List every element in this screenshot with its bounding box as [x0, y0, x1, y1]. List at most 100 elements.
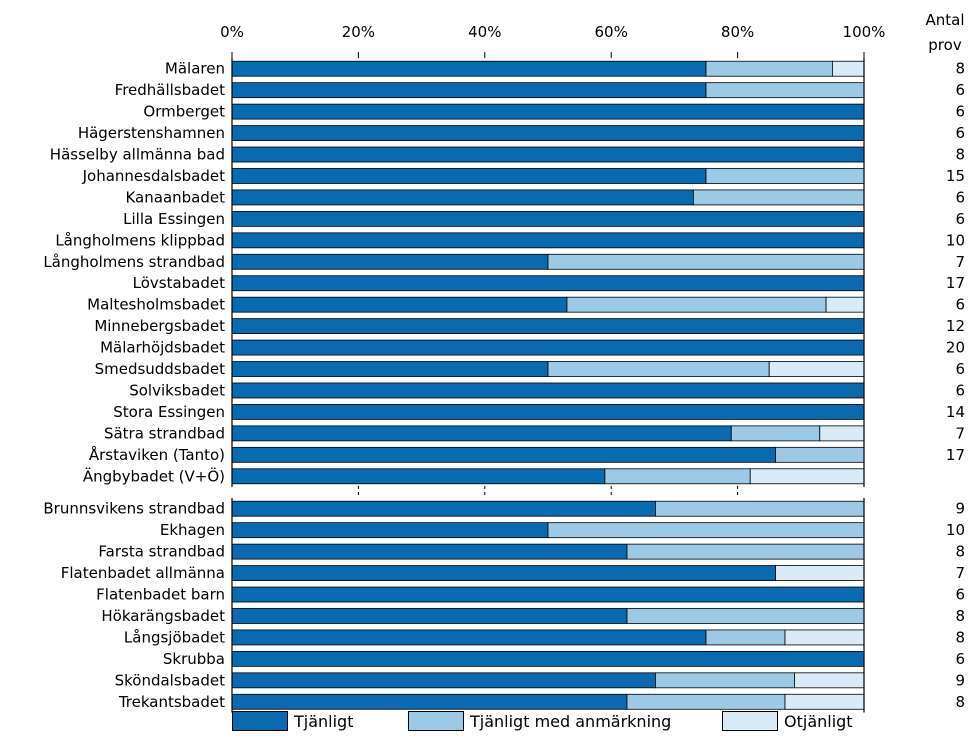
category-label: Lövstabadet [133, 274, 225, 292]
bar-segment-anmarkning [705, 60, 833, 77]
legend-swatch-anmarkning [408, 711, 464, 731]
bar-segment-anmarkning [692, 189, 865, 206]
bar-segment-tjanligt [231, 382, 865, 399]
sample-count: 8 [955, 628, 965, 646]
sample-count: 6 [955, 381, 965, 399]
bar-segment-tjanligt [231, 446, 776, 463]
category-label: Sätra strandbad [104, 424, 225, 442]
legend-item-tjanligt: Tjänligt [232, 701, 353, 741]
sample-count: 12 [946, 317, 965, 335]
category-label: Brunnsvikens strandbad [43, 500, 225, 518]
sample-count: 10 [946, 231, 965, 249]
bar-segment-anmarkning [547, 522, 865, 539]
bar-segment-anmarkning [730, 425, 821, 442]
bar-segment-anmarkning [547, 253, 865, 270]
category-label: Långsjöbadet [124, 628, 225, 646]
bar-segment-tjanligt [231, 543, 628, 560]
category-label: Ängbybadet (V+Ö) [83, 466, 225, 485]
category-label: Stora Essingen [113, 403, 225, 421]
bar-segment-tjanligt [231, 253, 549, 270]
sample-count: 8 [955, 693, 965, 711]
legend-swatch-otjanligt [722, 711, 778, 731]
category-label: Långholmens klippbad [55, 231, 225, 249]
sample-count: 6 [955, 103, 965, 121]
sample-count: 6 [955, 81, 965, 99]
sample-count: 6 [955, 586, 965, 604]
bar-segment-anmarkning [705, 168, 865, 184]
bar-segment-tjanligt [231, 608, 628, 624]
bar-segment-anmarkning [626, 543, 865, 560]
category-label: Maltesholmsbadet [87, 296, 225, 314]
category-label: Fredhällsbadet [115, 81, 225, 99]
category-label: Ormberget [143, 103, 225, 121]
bar-segment-tjanligt [231, 404, 865, 420]
category-label: Hässelby allmänna bad [50, 146, 225, 164]
category-label: Kanaanbadet [125, 188, 225, 206]
sample-count: 15 [946, 167, 965, 185]
legend-label-otjanligt: Otjänligt [784, 711, 853, 731]
sample-count: 6 [955, 296, 965, 314]
bar-segment-tjanligt [231, 565, 776, 581]
bar-segment-tjanligt [231, 103, 865, 120]
bar-segment-tjanligt [231, 318, 865, 335]
sample-count: 20 [946, 339, 965, 357]
category-label: Mälaren [165, 60, 225, 78]
bar-segment-otjanligt [768, 361, 865, 377]
sample-count: 17 [946, 274, 965, 292]
sample-count: 8 [955, 607, 965, 625]
category-label: Ekhagen [160, 521, 225, 539]
bar-segment-anmarkning [705, 82, 865, 99]
bar-segment-otjanligt [749, 468, 865, 485]
bar-segment-tjanligt [231, 500, 656, 517]
bar-segment-anmarkning [547, 361, 770, 377]
sample-count: 6 [955, 124, 965, 142]
category-label: Skrubba [163, 650, 225, 668]
category-label: Minnebergsbadet [94, 317, 225, 335]
sample-count: 9 [955, 500, 965, 518]
bar-segment-tjanligt [231, 82, 707, 99]
category-label: Solviksbadet [129, 381, 225, 399]
sample-count: 8 [955, 60, 965, 78]
bar-segment-tjanligt [231, 361, 549, 377]
x-axis-ticks: 0% 20% 40% 60% 80% 100% [220, 23, 885, 58]
legend-item-otjanligt: Otjänligt [722, 701, 853, 741]
bar-segment-tjanligt [231, 189, 694, 206]
x-tick-label: 80% [721, 23, 754, 41]
bar-segment-tjanligt [231, 146, 865, 163]
category-label: Johannesdalsbadet [82, 167, 226, 185]
sample-count: 14 [946, 403, 965, 421]
sample-count: 6 [955, 188, 965, 206]
bar-segment-tjanligt [231, 168, 707, 184]
sample-count: 6 [955, 360, 965, 378]
x-tick-label: 20% [342, 23, 375, 41]
legend: Tjänligt Tjänligt med anmärkning Otjänli… [0, 701, 974, 741]
legend-label-tjanligt: Tjänligt [294, 711, 354, 731]
x-tick-label: 100% [843, 23, 886, 41]
bar-segment-tjanligt [231, 339, 865, 356]
sample-count: 7 [955, 564, 965, 582]
bar-segment-tjanligt [231, 275, 865, 292]
bar-segment-anmarkning [626, 608, 865, 624]
legend-label-anmarkning: Tjänligt med anmärkning [470, 711, 672, 731]
category-label: Hägerstenshamnen [78, 124, 225, 142]
sample-count: 8 [955, 543, 965, 561]
bar-segment-tjanligt [231, 522, 549, 539]
x-tick-label: 60% [595, 23, 628, 41]
bar-segment-anmarkning [775, 446, 865, 463]
category-label: Trekantsbadet [118, 693, 225, 711]
bar-segment-otjanligt [784, 629, 865, 646]
bar-segment-anmarkning [655, 672, 795, 689]
bar-segment-anmarkning [655, 500, 865, 517]
bar-segment-otjanligt [825, 296, 865, 313]
bar-segment-tjanligt [231, 232, 865, 249]
category-label: Flatenbadet barn [96, 586, 225, 604]
bar-segment-otjanligt [794, 672, 865, 689]
sample-count: 10 [946, 521, 965, 539]
sample-count: 7 [955, 253, 965, 271]
category-label: Flatenbadet allmänna [61, 564, 225, 582]
bar-segment-anmarkning [705, 629, 786, 646]
bar-segment-tjanligt [231, 650, 865, 667]
category-label: Smedsuddsbadet [95, 360, 226, 378]
category-label: Långholmens strandbad [43, 253, 225, 271]
